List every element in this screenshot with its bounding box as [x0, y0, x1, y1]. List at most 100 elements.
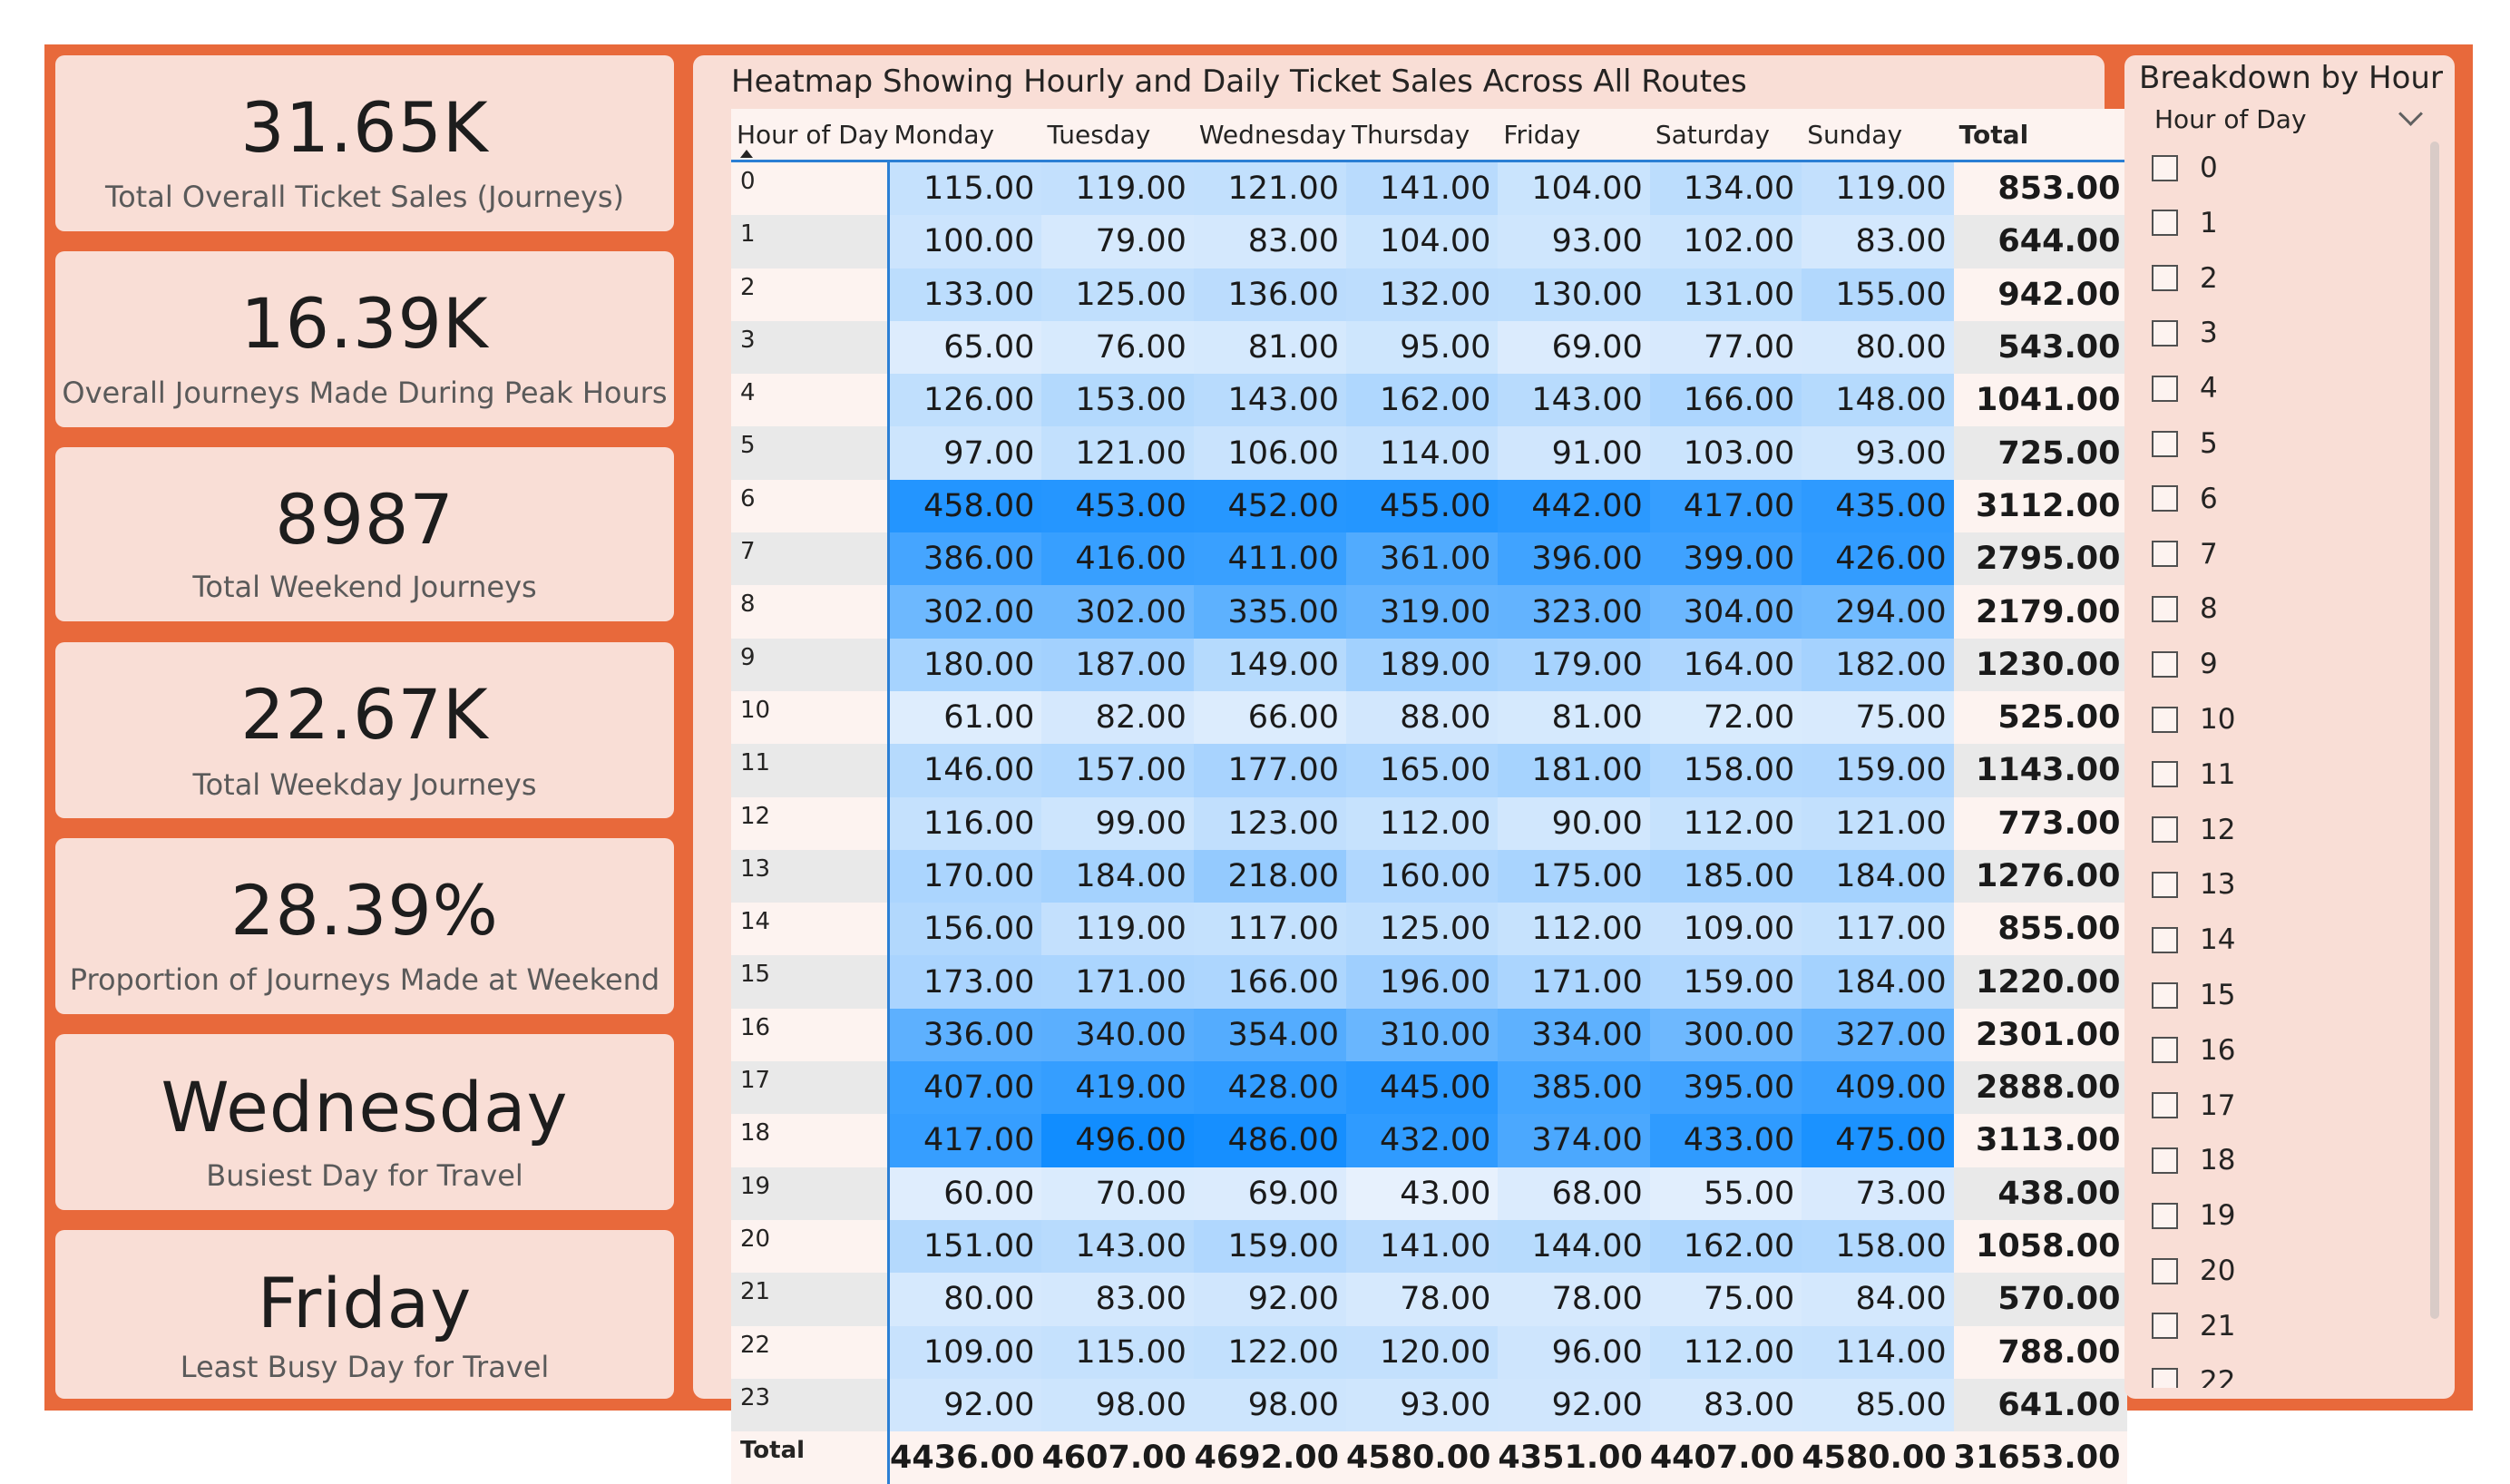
row-total-cell[interactable]: 641.00 — [1954, 1379, 2128, 1431]
heatmap-cell[interactable]: 435.00 — [1802, 480, 1953, 532]
heatmap-cell[interactable]: 310.00 — [1346, 1009, 1498, 1061]
heatmap-cell[interactable]: 157.00 — [1041, 744, 1193, 796]
heatmap-cell[interactable]: 336.00 — [889, 1009, 1042, 1061]
slicer-checkbox[interactable] — [2152, 320, 2178, 347]
slicer-item[interactable]: 6 — [2152, 476, 2218, 522]
row-total-cell[interactable]: 3113.00 — [1954, 1114, 2128, 1167]
heatmap-cell[interactable]: 106.00 — [1194, 426, 1346, 479]
heatmap-cell[interactable]: 132.00 — [1346, 268, 1498, 321]
heatmap-cell[interactable]: 304.00 — [1650, 585, 1802, 638]
heatmap-cell[interactable]: 175.00 — [1498, 850, 1649, 903]
row-total-cell[interactable]: 1058.00 — [1954, 1220, 2128, 1273]
row-header-hour[interactable]: 18 — [731, 1114, 889, 1167]
heatmap-cell[interactable]: 475.00 — [1802, 1114, 1953, 1167]
row-total-cell[interactable]: 438.00 — [1954, 1167, 2128, 1220]
row-header-hour[interactable]: 3 — [731, 321, 889, 374]
column-header-monday[interactable]: Monday — [889, 109, 1042, 161]
heatmap-cell[interactable]: 159.00 — [1802, 744, 1953, 796]
row-header-hour[interactable]: 22 — [731, 1326, 889, 1379]
row-header-hour[interactable]: 12 — [731, 797, 889, 850]
row-header-hour[interactable]: 10 — [731, 691, 889, 744]
heatmap-cell[interactable]: 66.00 — [1194, 691, 1346, 744]
heatmap-cell[interactable]: 143.00 — [1194, 374, 1346, 426]
heatmap-cell[interactable]: 165.00 — [1346, 744, 1498, 796]
row-header-hour[interactable]: 2 — [731, 268, 889, 321]
slicer-item[interactable]: 14 — [2152, 917, 2235, 962]
heatmap-cell[interactable]: 445.00 — [1346, 1061, 1498, 1114]
slicer-checkbox[interactable] — [2152, 1313, 2178, 1339]
row-total-cell[interactable]: 1041.00 — [1954, 374, 2128, 426]
heatmap-cell[interactable]: 417.00 — [889, 1114, 1042, 1167]
heatmap-cell[interactable]: 83.00 — [1802, 215, 1953, 268]
heatmap-cell[interactable]: 300.00 — [1650, 1009, 1802, 1061]
heatmap-cell[interactable]: 395.00 — [1650, 1061, 1802, 1114]
heatmap-cell[interactable]: 486.00 — [1194, 1114, 1346, 1167]
heatmap-cell[interactable]: 88.00 — [1346, 691, 1498, 744]
heatmap-cell[interactable]: 432.00 — [1346, 1114, 1498, 1167]
row-total-cell[interactable]: 1220.00 — [1954, 955, 2128, 1008]
heatmap-cell[interactable]: 119.00 — [1041, 161, 1193, 216]
slicer-scrollbar[interactable] — [2430, 142, 2439, 1319]
heatmap-cell[interactable]: 170.00 — [889, 850, 1042, 903]
heatmap-cell[interactable]: 442.00 — [1498, 480, 1649, 532]
heatmap-cell[interactable]: 160.00 — [1346, 850, 1498, 903]
column-header-tuesday[interactable]: Tuesday — [1041, 109, 1193, 161]
heatmap-cell[interactable]: 73.00 — [1802, 1167, 1953, 1220]
row-total-cell[interactable]: 773.00 — [1954, 797, 2128, 850]
slicer-checkbox[interactable] — [2152, 707, 2178, 733]
heatmap-cell[interactable]: 496.00 — [1041, 1114, 1193, 1167]
sort-ascending-icon[interactable] — [740, 150, 753, 158]
heatmap-cell[interactable]: 340.00 — [1041, 1009, 1193, 1061]
heatmap-cell[interactable]: 196.00 — [1346, 955, 1498, 1008]
heatmap-cell[interactable]: 92.00 — [889, 1379, 1042, 1431]
column-header-hour-of-day[interactable]: Hour of Day — [731, 109, 889, 161]
slicer-checkbox[interactable] — [2152, 376, 2178, 402]
row-header-hour[interactable]: 6 — [731, 480, 889, 532]
heatmap-cell[interactable]: 187.00 — [1041, 639, 1193, 691]
row-header-hour[interactable]: 20 — [731, 1220, 889, 1273]
heatmap-cell[interactable]: 143.00 — [1041, 1220, 1193, 1273]
heatmap-cell[interactable]: 95.00 — [1346, 321, 1498, 374]
slicer-item[interactable]: 17 — [2152, 1083, 2235, 1128]
row-header-hour[interactable]: 11 — [731, 744, 889, 796]
heatmap-cell[interactable]: 361.00 — [1346, 532, 1498, 585]
heatmap-cell[interactable]: 180.00 — [889, 639, 1042, 691]
heatmap-cell[interactable]: 104.00 — [1498, 161, 1649, 216]
row-header-hour[interactable]: 17 — [731, 1061, 889, 1114]
row-total-cell[interactable]: 3112.00 — [1954, 480, 2128, 532]
heatmap-cell[interactable]: 121.00 — [1194, 161, 1346, 216]
slicer-item[interactable]: 0 — [2152, 145, 2218, 190]
heatmap-cell[interactable]: 452.00 — [1194, 480, 1346, 532]
row-total-cell[interactable]: 855.00 — [1954, 903, 2128, 955]
heatmap-cell[interactable]: 68.00 — [1498, 1167, 1649, 1220]
slicer-item[interactable]: 7 — [2152, 532, 2218, 577]
heatmap-cell[interactable]: 158.00 — [1802, 1220, 1953, 1273]
heatmap-cell[interactable]: 100.00 — [889, 215, 1042, 268]
slicer-checkbox[interactable] — [2152, 265, 2178, 291]
column-header-sunday[interactable]: Sunday — [1802, 109, 1953, 161]
column-total-cell[interactable]: 4692.00 — [1194, 1431, 1346, 1484]
column-header-friday[interactable]: Friday — [1498, 109, 1649, 161]
slicer-item[interactable]: 12 — [2152, 807, 2235, 853]
slicer-checkbox[interactable] — [2152, 1368, 2178, 1388]
heatmap-cell[interactable]: 218.00 — [1194, 850, 1346, 903]
slicer-checkbox[interactable] — [2152, 927, 2178, 953]
slicer-checkbox[interactable] — [2152, 541, 2178, 567]
heatmap-cell[interactable]: 114.00 — [1802, 1326, 1953, 1379]
row-header-hour[interactable]: 16 — [731, 1009, 889, 1061]
slicer-checkbox[interactable] — [2152, 485, 2178, 512]
heatmap-cell[interactable]: 453.00 — [1041, 480, 1193, 532]
heatmap-cell[interactable]: 134.00 — [1650, 161, 1802, 216]
slicer-item[interactable]: 3 — [2152, 310, 2218, 356]
heatmap-cell[interactable]: 114.00 — [1346, 426, 1498, 479]
column-total-cell[interactable]: 4407.00 — [1650, 1431, 1802, 1484]
heatmap-cell[interactable]: 117.00 — [1802, 903, 1953, 955]
heatmap-cell[interactable]: 92.00 — [1194, 1273, 1346, 1325]
row-header-hour[interactable]: 9 — [731, 639, 889, 691]
heatmap-cell[interactable]: 43.00 — [1346, 1167, 1498, 1220]
heatmap-cell[interactable]: 323.00 — [1498, 585, 1649, 638]
heatmap-cell[interactable]: 83.00 — [1650, 1379, 1802, 1431]
row-total-cell[interactable]: 2179.00 — [1954, 585, 2128, 638]
heatmap-cell[interactable]: 143.00 — [1498, 374, 1649, 426]
heatmap-cell[interactable]: 407.00 — [889, 1061, 1042, 1114]
